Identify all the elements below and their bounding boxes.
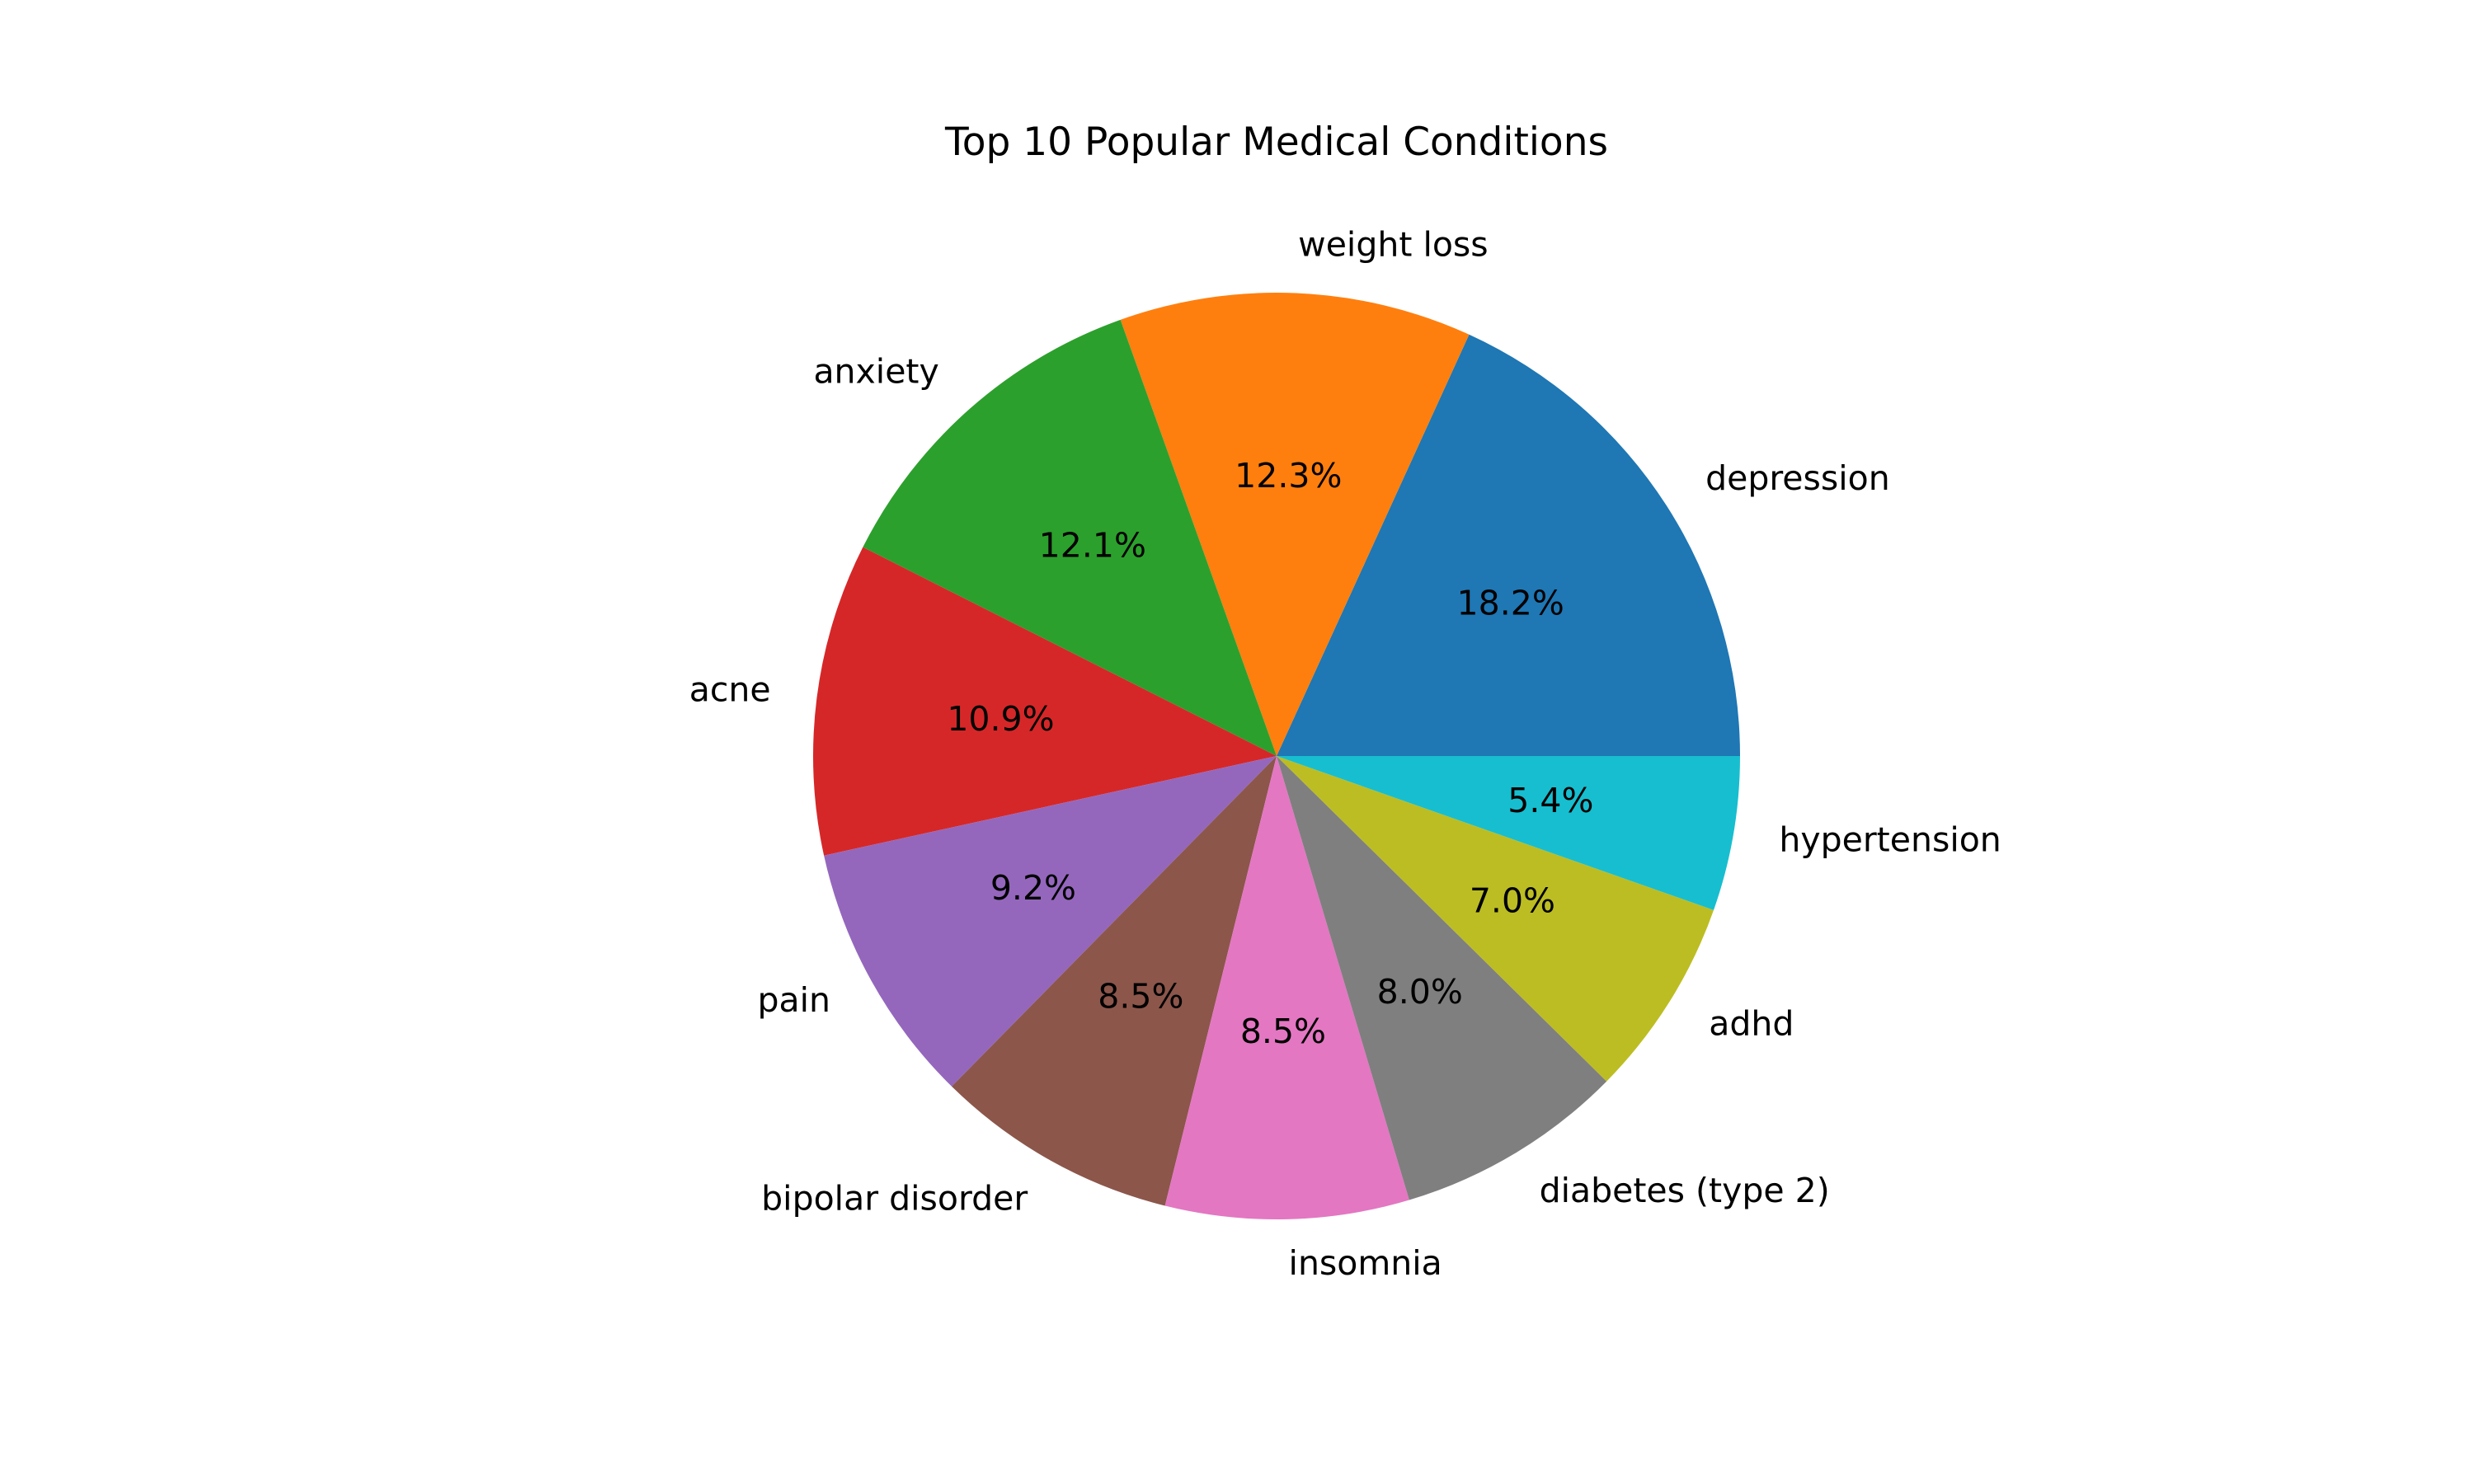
slice-label: adhd xyxy=(1709,1004,1794,1044)
slice-label: hypertension xyxy=(1779,819,2001,859)
pie-slice-acne xyxy=(813,547,1277,856)
pie-slice-depression xyxy=(1277,334,1740,756)
pie-slice-pain xyxy=(824,756,1277,1087)
pie-slice-weight-loss xyxy=(1120,293,1470,757)
percent-label: 8.5% xyxy=(1240,1012,1326,1051)
percent-label: 7.0% xyxy=(1470,881,1555,921)
pie-slice-hypertension xyxy=(1277,756,1740,910)
percent-label: 9.2% xyxy=(990,868,1076,908)
slice-label: pain xyxy=(758,980,831,1020)
slice-labels: depression weight loss anxiety acne pain bipo… xyxy=(689,224,2001,1283)
percent-label: 12.3% xyxy=(1235,456,1342,495)
pie-slice-bipolar-disorder xyxy=(952,756,1277,1206)
percent-label: 10.9% xyxy=(947,699,1054,739)
percent-label: 8.5% xyxy=(1098,976,1183,1016)
pie-slice-insomnia xyxy=(1164,756,1409,1219)
percent-label: 18.2% xyxy=(1457,584,1564,623)
slice-label: insomnia xyxy=(1289,1243,1442,1283)
pie-slice-adhd xyxy=(1277,756,1714,1082)
slice-label: diabetes (type 2) xyxy=(1540,1171,1830,1210)
slice-label: weight loss xyxy=(1298,224,1488,264)
pie-slice-anxiety xyxy=(863,319,1277,756)
chart-title: Top 10 Popular Medical Conditions xyxy=(944,120,1608,165)
slice-label: acne xyxy=(689,670,771,710)
slice-label: bipolar disorder xyxy=(761,1179,1028,1219)
percent-labels: 18.2% 12.3% 12.1% 10.9% 9.2% 8.5% 8.5% 8.0% 7.0%… xyxy=(947,456,1593,1051)
percent-label: 12.1% xyxy=(1039,525,1146,565)
pie-slices xyxy=(813,293,1740,1219)
percent-label: 8.0% xyxy=(1377,972,1463,1012)
slice-label: depression xyxy=(1705,458,1890,498)
percent-label: 5.4% xyxy=(1507,781,1593,820)
pie-slice-diabetes-type-2- xyxy=(1277,756,1607,1200)
slice-label: anxiety xyxy=(813,352,938,392)
